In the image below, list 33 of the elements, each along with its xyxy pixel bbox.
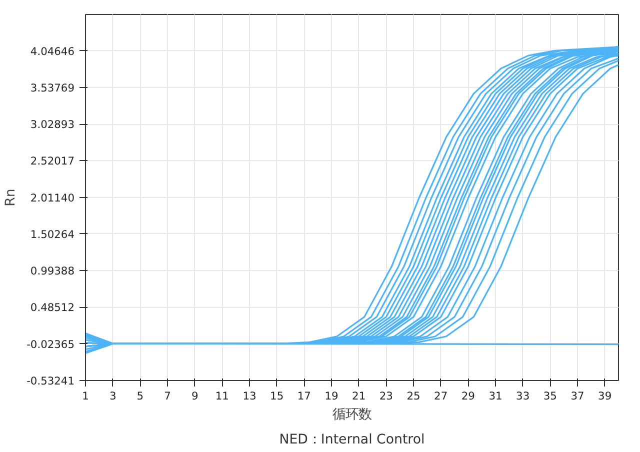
x-tick-label: 13 — [242, 390, 256, 402]
x-tick-label: 11 — [215, 390, 229, 402]
text: NED：Internal Control — [279, 432, 425, 448]
x-tick-label: 25 — [406, 390, 420, 402]
y-tick-label: 4.04646 — [30, 44, 75, 58]
x-tick-label: 5 — [136, 390, 144, 402]
y-tick-label: 2.01140 — [30, 191, 75, 204]
y-tick-label: 2.52017 — [30, 154, 75, 168]
x-tick-label: 33 — [516, 390, 530, 402]
x-tick-label: 17 — [297, 390, 311, 402]
y-tick-label: -0.53241 — [26, 374, 75, 388]
x-tick-label: 23 — [379, 390, 393, 402]
x-tick-label: 15 — [270, 390, 284, 402]
y-tick-label: 1.50264 — [30, 228, 75, 241]
y-tick-label: -0.02365 — [26, 338, 75, 351]
x-tick-label: 3 — [109, 390, 116, 402]
y-tick-label: 0.99388 — [30, 264, 75, 278]
x-tick-label: 19 — [324, 390, 338, 402]
x-axis-title: 循环数 — [332, 408, 372, 422]
y-axis-title: Rn — [4, 188, 19, 206]
x-tick-label: 37 — [570, 390, 584, 402]
y-tick-label: 3.02893 — [30, 118, 75, 132]
x-tick-label: 7 — [164, 390, 171, 402]
x-tick-label: 9 — [191, 390, 198, 402]
y-tick-label: 0.48512 — [30, 301, 75, 314]
x-tick-label: 27 — [434, 390, 448, 402]
x-tick-label: 31 — [488, 390, 502, 402]
x-tick-label: 21 — [352, 390, 366, 402]
x-tick-label: 35 — [543, 390, 557, 402]
y-tick-label: 3.53769 — [30, 81, 75, 94]
x-tick-label: 39 — [598, 390, 612, 402]
x-tick-label: 1 — [82, 390, 89, 402]
x-tick-label: 29 — [461, 390, 476, 402]
